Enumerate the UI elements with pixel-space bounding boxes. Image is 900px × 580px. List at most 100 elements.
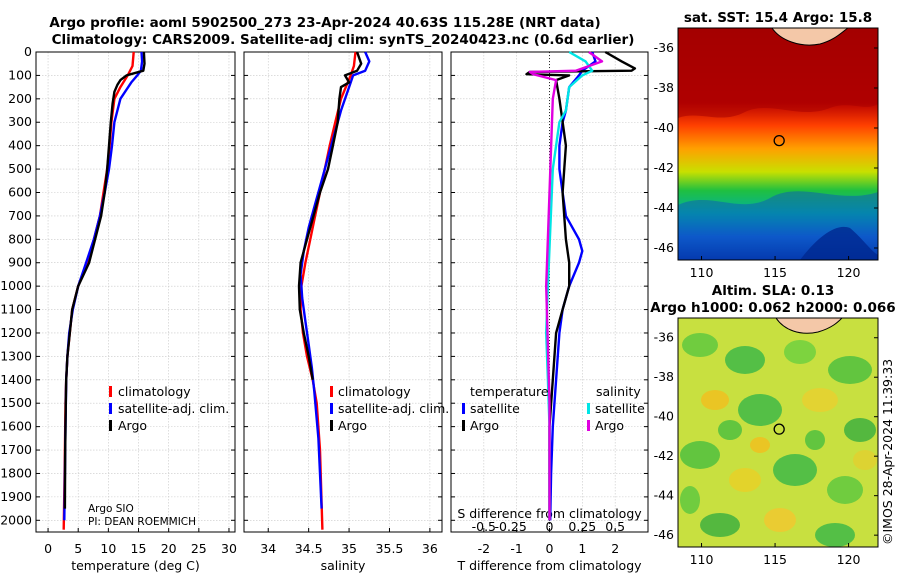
sst-argo-location-marker <box>773 134 785 147</box>
legend-satellite-adj: satellite-adj. clim. <box>118 401 229 416</box>
temperature-legend: climatology satellite-adj. clim. Argo <box>109 384 229 433</box>
series-line-temperature-argo <box>525 50 637 521</box>
x-tick-label: 15 <box>131 541 147 556</box>
x-tick-label: 25 <box>191 541 207 556</box>
legend-swatch-t-argo <box>462 420 465 431</box>
legend-swatch-argo-s <box>330 420 333 431</box>
sla-map-subtitle: Argo h1000: 0.062 h2000: 0.066 <box>650 300 895 316</box>
y-tick-label: 0 <box>24 44 32 59</box>
salinity-legend: climatology satellite-adj. clim. Argo <box>330 384 449 433</box>
sla-anomaly-blob <box>815 523 855 547</box>
sla-map-frame <box>677 317 879 548</box>
series-line-climatology <box>62 51 135 530</box>
sla-anomaly-blob <box>827 476 863 504</box>
salinity-panel: 34 34.5 35 35.5 36 salinity <box>243 51 443 573</box>
x-tick-label: 0 <box>44 541 52 556</box>
sst-map-frame <box>677 27 879 261</box>
sst-land-outline <box>771 28 849 46</box>
map-x-tick-label: 120 <box>837 265 861 280</box>
x-tick-label: -1 <box>510 541 522 556</box>
sla-anomaly-blob <box>784 340 816 364</box>
x-tick-label: 1 <box>578 541 586 556</box>
x-tick-label: 34.5 <box>295 541 323 556</box>
y-tick-label: 900 <box>8 255 32 270</box>
y-tick-label: 1700 <box>0 442 32 457</box>
sst-warm-band <box>678 28 878 118</box>
sla-anomaly-blob <box>828 356 872 384</box>
series-line-temperature-satellite <box>549 51 597 521</box>
sla-anomaly-blob <box>701 390 729 410</box>
y-tick-label: 700 <box>8 208 32 223</box>
legend-swatch-satellite-s <box>330 403 333 414</box>
sla-anomaly-blob <box>738 394 782 426</box>
legend-swatch-argo <box>109 420 112 431</box>
sst-cold-patch <box>800 226 878 260</box>
sla-anomaly-blob <box>680 486 700 514</box>
y-tick-label: 1900 <box>0 489 32 504</box>
sla-anomaly-blob <box>764 508 796 532</box>
map-y-tick-label: -36 <box>654 40 674 55</box>
legend-swatch-s-argo <box>587 420 590 431</box>
pi-line1: Argo SIO <box>88 503 134 515</box>
x-top-tick-label: 0.25 <box>568 519 596 534</box>
x-top-tick-label: -0.5 <box>472 519 496 534</box>
series-line-salinity-argo <box>528 51 604 521</box>
map-y-tick-label: -42 <box>654 448 674 463</box>
y-tick-label: 1800 <box>0 465 32 480</box>
legend-climatology: climatology <box>118 384 191 399</box>
y-tick-label: 500 <box>8 161 32 176</box>
legend-swatch-climatology-s <box>330 386 333 397</box>
map-x-tick-label: 110 <box>690 552 714 567</box>
y-tick-label: 1600 <box>0 419 32 434</box>
axes-frame <box>243 51 443 533</box>
x-tick-label: 20 <box>161 541 177 556</box>
legend-salinity-heading: salinity <box>596 384 641 399</box>
temperature-panel: 0100200300400500600700800900100011001200… <box>0 44 237 573</box>
y-tick-label: 1300 <box>0 348 32 363</box>
x-top-tick-label: 0 <box>546 519 554 534</box>
axes-frame <box>35 51 236 533</box>
x-axis-label: temperature (deg C) <box>71 558 200 573</box>
x-tick-label: 36 <box>422 541 438 556</box>
map-y-tick-label: -44 <box>654 200 674 215</box>
y-tick-label: 800 <box>8 231 32 246</box>
y-tick-label: 600 <box>8 184 32 199</box>
map-y-tick-label: -46 <box>654 527 674 542</box>
series-line-argo <box>297 51 363 381</box>
y-tick-label: 1400 <box>0 372 32 387</box>
sst-map-title: sat. SST: 15.4 Argo: 15.8 <box>684 10 872 26</box>
legend-s-argo: Argo <box>595 418 624 433</box>
x-axis-label: salinity <box>321 558 366 573</box>
legend-swatch-s-satellite <box>587 403 590 414</box>
map-x-tick-label: 120 <box>837 552 861 567</box>
map-y-tick-label: -46 <box>654 240 674 255</box>
pi-line2: PI: DEAN ROEMMICH <box>88 516 196 528</box>
x-tick-label: 5 <box>74 541 82 556</box>
legend-t-satellite: satellite <box>470 401 520 416</box>
sla-land-outline <box>775 318 843 334</box>
legend-swatch-climatology <box>109 386 112 397</box>
map-y-tick-label: -44 <box>654 488 674 503</box>
series-line-argo <box>63 51 146 509</box>
sla-anomaly-blob <box>853 450 877 470</box>
legend-temperature-heading: temperature <box>470 384 549 399</box>
x-tick-label: 35.5 <box>376 541 404 556</box>
sla-anomaly-blob <box>725 346 765 374</box>
map-y-tick-label: -36 <box>654 330 674 345</box>
x-tick-label: 0 <box>546 541 554 556</box>
y-tick-label: 300 <box>8 114 32 129</box>
sla-anomaly-blob <box>700 513 740 537</box>
sla-anomaly-blob <box>773 454 817 486</box>
sla-anomaly-blob <box>729 468 761 492</box>
y-tick-label: 100 <box>8 67 32 82</box>
x-tick-label: 35 <box>341 541 357 556</box>
sla-anomaly-blob <box>750 437 770 453</box>
legend-swatch-t-satellite <box>462 403 465 414</box>
series-line-satellite-adj-clim- <box>299 51 371 509</box>
map-y-tick-label: -42 <box>654 160 674 175</box>
map-y-tick-label: -40 <box>654 120 674 135</box>
legend-t-argo: Argo <box>470 418 499 433</box>
sla-anomaly-blob <box>682 333 718 357</box>
